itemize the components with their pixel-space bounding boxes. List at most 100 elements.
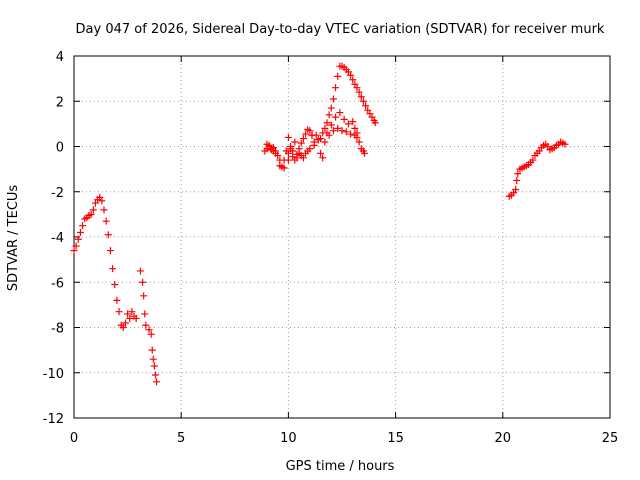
- x-axis-label: GPS time / hours: [286, 459, 395, 474]
- data-point: [353, 84, 361, 92]
- data-point: [119, 324, 127, 331]
- data-point: [139, 278, 147, 286]
- data-point: [76, 228, 84, 236]
- y-tick-label: -6: [51, 276, 64, 291]
- data-point: [79, 222, 87, 230]
- data-point: [141, 310, 149, 318]
- data-point: [289, 147, 297, 155]
- data-point: [150, 362, 158, 370]
- data-point: [371, 119, 379, 127]
- data-point: [353, 133, 361, 141]
- data-point: [512, 185, 520, 193]
- series-1: [70, 193, 161, 386]
- data-point: [325, 131, 333, 139]
- data-point: [293, 154, 301, 162]
- data-point: [153, 378, 161, 386]
- data-point: [332, 84, 340, 92]
- data-point: [284, 149, 292, 157]
- y-tick-label: 4: [56, 50, 64, 65]
- data-point: [325, 111, 333, 119]
- y-tick-label: -2: [51, 186, 64, 201]
- data-point: [280, 164, 288, 172]
- data-point: [310, 141, 318, 149]
- x-tick-label: 0: [70, 431, 78, 446]
- data-point: [87, 210, 95, 218]
- data-point: [276, 162, 284, 170]
- data-point: [340, 115, 348, 123]
- series-2: [261, 62, 379, 172]
- data-point: [344, 120, 352, 128]
- data-point: [329, 95, 337, 103]
- data-point: [355, 138, 363, 146]
- data-point: [295, 149, 303, 157]
- data-point: [349, 118, 357, 126]
- x-tick-label: 25: [602, 431, 619, 446]
- data-point: [297, 139, 305, 147]
- data-point: [336, 109, 344, 117]
- data-point: [347, 130, 355, 138]
- data-point: [323, 119, 331, 127]
- data-point: [361, 149, 369, 157]
- data-point: [321, 138, 329, 146]
- data-point: [72, 242, 80, 250]
- data-point: [98, 197, 106, 205]
- x-tick-label: 15: [387, 431, 404, 446]
- data-point: [106, 247, 114, 255]
- data-point: [287, 143, 295, 150]
- data-point: [302, 130, 310, 138]
- data-point: [128, 308, 136, 316]
- data-point: [274, 152, 282, 160]
- data-point: [272, 147, 280, 155]
- data-point: [308, 131, 316, 139]
- data-point: [349, 76, 357, 84]
- data-point: [306, 127, 314, 135]
- y-tick-label: -4: [51, 231, 64, 246]
- data-point: [100, 206, 108, 214]
- series-3: [505, 138, 569, 200]
- data-point: [334, 124, 342, 132]
- data-point: [347, 71, 355, 79]
- data-points: [70, 62, 569, 386]
- data-point: [304, 147, 312, 155]
- data-point: [284, 156, 292, 164]
- data-point: [561, 140, 569, 148]
- data-point: [142, 321, 150, 329]
- data-point: [132, 314, 140, 322]
- data-point: [104, 231, 112, 239]
- data-point: [327, 121, 335, 129]
- y-tick-label: -8: [51, 322, 64, 337]
- y-axis-label: SDTVAR / TECUs: [6, 185, 21, 292]
- data-point: [111, 281, 119, 289]
- y-tick-label: 2: [56, 95, 64, 110]
- data-point: [317, 149, 325, 157]
- data-point: [299, 135, 307, 143]
- tick-labels: 0 5 10 15 20 25 -12 -10 -8 -6 -4 -2 0 2 4: [43, 50, 619, 446]
- x-tick-label: 10: [280, 431, 297, 446]
- data-point: [342, 128, 350, 136]
- data-point: [145, 326, 153, 334]
- data-point: [148, 346, 156, 354]
- x-tick-label: 5: [177, 431, 185, 446]
- data-point: [121, 319, 129, 327]
- data-point: [355, 88, 363, 96]
- data-point: [151, 371, 159, 379]
- data-point: [334, 72, 342, 80]
- y-tick-label: -10: [43, 367, 64, 382]
- data-point: [74, 235, 82, 243]
- plot-axes: [73, 55, 611, 419]
- y-tick-label: -12: [43, 412, 64, 427]
- data-point: [327, 104, 335, 112]
- data-point: [126, 314, 134, 322]
- data-point: [319, 154, 327, 162]
- data-point: [529, 156, 537, 164]
- data-point: [70, 247, 78, 255]
- y-tick-label: 0: [56, 141, 64, 156]
- data-point: [329, 127, 337, 135]
- data-point: [291, 138, 299, 146]
- data-point: [284, 133, 292, 141]
- data-point: [351, 124, 359, 132]
- data-point: [514, 170, 522, 178]
- data-point: [89, 206, 97, 214]
